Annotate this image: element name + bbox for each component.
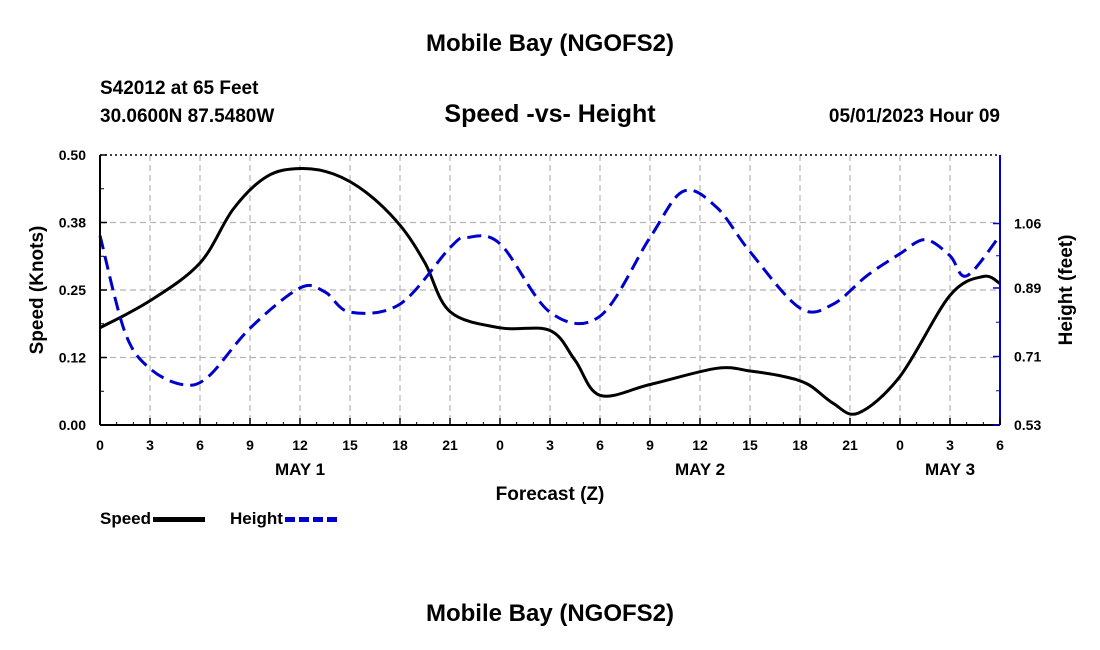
axis-ticks: [99, 154, 1001, 426]
datetime-label: 05/01/2023 Hour 09: [828, 106, 1000, 127]
x-tick-label: 18: [392, 437, 408, 453]
legend-swatch-speed: [153, 516, 206, 522]
x-tick-label: 18: [792, 437, 808, 453]
y-tick-label: 0.38: [59, 215, 86, 231]
legend-swatch-height: [284, 516, 337, 522]
x-tick-label: 6: [596, 437, 604, 453]
x-tick-label: 21: [842, 437, 858, 453]
y-tick-label: 0.50: [59, 147, 86, 163]
x-tick-label: 6: [996, 437, 1004, 453]
y2-tick-label: 0.71: [1014, 348, 1041, 364]
day-label: MAY 1: [275, 460, 325, 479]
x-tick-label: 12: [692, 437, 708, 453]
station-label: S42012 at 65 Feet: [100, 78, 259, 99]
y2-axis-title: Height (feet): [1056, 235, 1077, 346]
y2-tick-label: 0.53: [1014, 417, 1041, 433]
x-tick-label: 0: [496, 437, 504, 453]
x-tick-label: 0: [896, 437, 904, 453]
series-line-height: [98, 188, 1002, 387]
y2-tick-label: 1.06: [1014, 216, 1041, 232]
legend-label-height: Height: [230, 509, 283, 528]
x-tick-label: 0: [96, 437, 104, 453]
legend-item-speed: Speed: [100, 509, 206, 529]
x-tick-label: 9: [646, 437, 654, 453]
coordinates-label: 30.0600N 87.5480W: [100, 106, 275, 127]
y2-tick-label: 0.89: [1014, 280, 1041, 296]
y-tick-label: 0.12: [59, 350, 86, 366]
x-axis-title: Forecast (Z): [496, 484, 605, 505]
grid: [100, 155, 1000, 425]
day-label: MAY 3: [925, 460, 975, 479]
y-axis-title: Speed (Knots): [27, 226, 48, 355]
series-line-speed: [99, 166, 1001, 416]
x-tick-label: 3: [146, 437, 154, 453]
legend-label-speed: Speed: [100, 509, 152, 528]
x-tick-label: 9: [246, 437, 254, 453]
legend-item-height: Height: [230, 509, 337, 529]
chart-subtitle: Speed -vs- Height: [444, 100, 656, 128]
series-lines: [98, 166, 1002, 416]
day-label: MAY 2: [675, 460, 725, 479]
y-tick-label: 0.00: [59, 417, 86, 433]
x-tick-label: 3: [946, 437, 954, 453]
x-tick-label: 6: [196, 437, 204, 453]
x-tick-label: 3: [546, 437, 554, 453]
y-tick-label: 0.25: [59, 282, 86, 298]
x-tick-label: 12: [292, 437, 308, 453]
x-tick-label: 15: [742, 437, 758, 453]
x-tick-label: 15: [342, 437, 358, 453]
chart-title: Mobile Bay (NGOFS2): [425, 30, 675, 57]
x-tick-label: 21: [442, 437, 458, 453]
axis-labels: 0 3 6 9 12 15 18 21 0 3 6 9 12 15 18 21 0 3 6 MAY 1 MAY 2 MAY…: [27, 147, 1077, 505]
footer-title: Mobile Bay (NGOFS2): [425, 600, 675, 627]
